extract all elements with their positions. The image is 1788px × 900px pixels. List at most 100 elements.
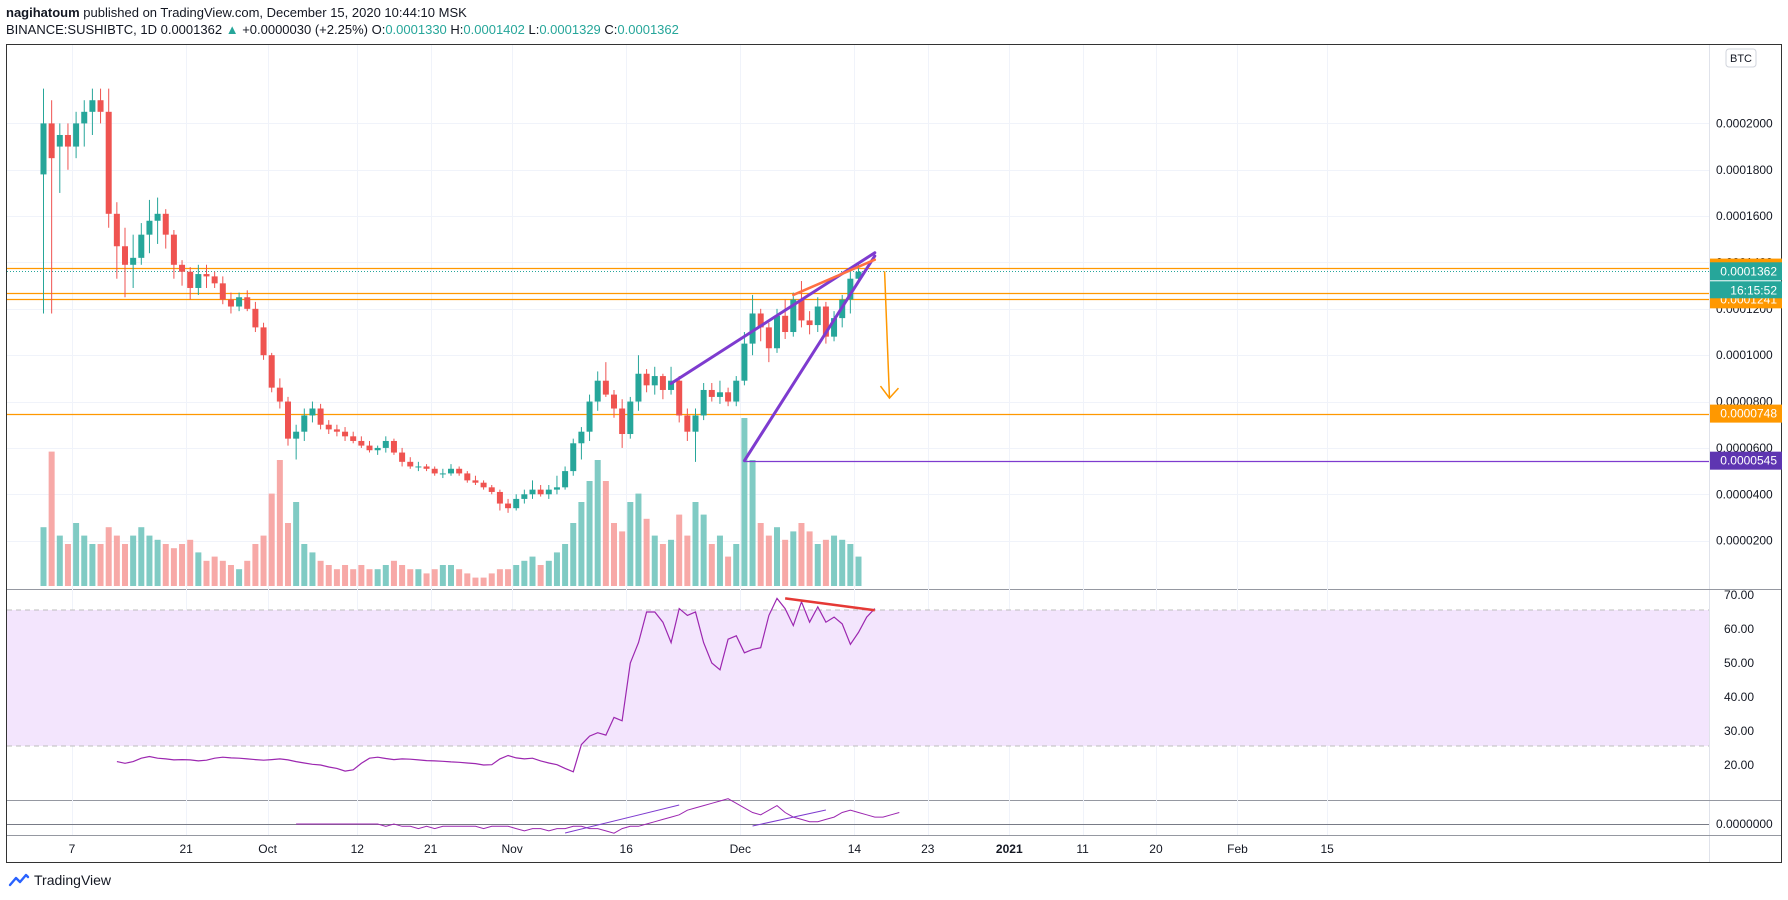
candle-body bbox=[301, 415, 308, 432]
currency-badge-text: BTC bbox=[1730, 53, 1752, 65]
rsi-divergence-line bbox=[784, 597, 875, 612]
volume-bar bbox=[293, 502, 300, 586]
rsi-tick-label: 50.00 bbox=[1724, 656, 1754, 670]
volume-bar bbox=[64, 544, 71, 586]
volume-bar bbox=[374, 569, 381, 586]
volume-bar bbox=[480, 577, 487, 586]
volume-bar bbox=[358, 565, 365, 586]
candle-body bbox=[855, 271, 862, 279]
volume-bar bbox=[325, 565, 332, 586]
candle-body bbox=[643, 373, 650, 386]
candle-body bbox=[676, 380, 683, 416]
volume-bar bbox=[570, 523, 577, 586]
price-axis[interactable]: 0.00002000.00004000.00006000.00008000.00… bbox=[1716, 116, 1773, 831]
currency-badge[interactable]: BTC bbox=[1725, 48, 1757, 68]
countdown-tag-text: 16:15:52 bbox=[1730, 283, 1777, 297]
volume-bar bbox=[578, 502, 585, 586]
volume-bar bbox=[839, 539, 846, 586]
volume-bar bbox=[211, 556, 218, 586]
volume-bar bbox=[431, 569, 438, 586]
volume-bar bbox=[317, 560, 324, 586]
tradingview-cloud-icon bbox=[8, 873, 30, 887]
volume-bar bbox=[285, 523, 291, 586]
rsi-tick-label: 20.00 bbox=[1724, 758, 1754, 772]
volume-bar bbox=[456, 569, 463, 586]
volume-bar bbox=[733, 544, 740, 586]
volume-bar bbox=[154, 539, 161, 586]
candle-body bbox=[659, 376, 666, 390]
candle-body bbox=[553, 487, 560, 490]
volume-bar bbox=[602, 481, 609, 586]
volume-bar bbox=[749, 460, 756, 586]
candle-body bbox=[749, 313, 756, 344]
candle-body bbox=[822, 306, 829, 337]
candle-body bbox=[89, 100, 96, 112]
volume-bar bbox=[594, 460, 601, 586]
volume-bar bbox=[619, 531, 626, 586]
volume-bar bbox=[105, 527, 112, 586]
candle-body bbox=[456, 468, 463, 474]
candle-body bbox=[276, 387, 283, 402]
volume-bar bbox=[366, 569, 373, 586]
volume-bar bbox=[488, 573, 495, 586]
volume-bar bbox=[822, 539, 829, 586]
candle-body bbox=[627, 401, 634, 435]
time-tick-label: 14 bbox=[848, 842, 862, 856]
macd-trendline bbox=[752, 809, 827, 827]
time-tick-label: 7 bbox=[69, 842, 76, 856]
candle-body bbox=[741, 343, 748, 381]
volume-bar bbox=[529, 556, 536, 586]
time-axis[interactable]: 7 21 Oct 12 21 Nov 16 Dec 14 23 2021 11 20 Feb 15 bbox=[69, 842, 1334, 856]
candle-body bbox=[342, 431, 349, 437]
candle-body bbox=[219, 283, 226, 300]
tradingview-logo[interactable]: TradingView bbox=[8, 872, 111, 888]
rsi-tick-label: 70.00 bbox=[1724, 588, 1754, 602]
volume-bar bbox=[684, 535, 691, 586]
price-tick-label: 0.0002000 bbox=[1716, 116, 1773, 130]
time-tick-label: 21 bbox=[179, 842, 193, 856]
volume-bar bbox=[627, 502, 634, 586]
candle-body bbox=[594, 380, 601, 402]
candle-body bbox=[317, 408, 324, 425]
candle-body bbox=[700, 389, 707, 416]
macd-series bbox=[7, 798, 1709, 834]
volume-bar bbox=[635, 493, 642, 586]
rsi-pane bbox=[7, 609, 1709, 747]
candle-body bbox=[782, 315, 789, 333]
candle-body bbox=[97, 100, 104, 112]
volume-bar bbox=[415, 569, 422, 586]
volume-bar bbox=[268, 493, 275, 586]
volume-bar bbox=[227, 565, 234, 586]
candle-body bbox=[399, 452, 406, 462]
volume-bar bbox=[692, 502, 699, 586]
volume-bar bbox=[138, 527, 145, 586]
candle-body bbox=[488, 487, 495, 492]
candle-body bbox=[798, 299, 805, 321]
author-name[interactable]: nagihatoum bbox=[6, 5, 80, 20]
candle-body bbox=[138, 234, 145, 258]
candle-body bbox=[774, 315, 780, 349]
volume-bar bbox=[309, 552, 316, 586]
volume-bar bbox=[562, 544, 569, 586]
candle-body bbox=[496, 491, 503, 504]
time-tick-label: Feb bbox=[1227, 842, 1248, 856]
volume-bar bbox=[162, 544, 169, 586]
volume-bar bbox=[725, 556, 732, 586]
candle-body bbox=[765, 327, 772, 349]
volume-bar bbox=[382, 565, 389, 586]
candle-body bbox=[333, 429, 340, 432]
rsi-tick-label: 60.00 bbox=[1724, 622, 1754, 636]
volume-bar bbox=[765, 535, 772, 586]
time-tick-label: Nov bbox=[501, 842, 522, 856]
volume-bar bbox=[716, 535, 723, 586]
drawings bbox=[669, 251, 900, 463]
volume-bar bbox=[244, 560, 251, 586]
volume-bar bbox=[81, 535, 88, 586]
volume-bar bbox=[439, 565, 446, 586]
volume-bar bbox=[448, 565, 454, 586]
high-label: H: bbox=[450, 22, 464, 37]
volume-bar bbox=[611, 523, 617, 586]
volume-bar bbox=[113, 535, 120, 586]
candle-body bbox=[122, 246, 128, 265]
